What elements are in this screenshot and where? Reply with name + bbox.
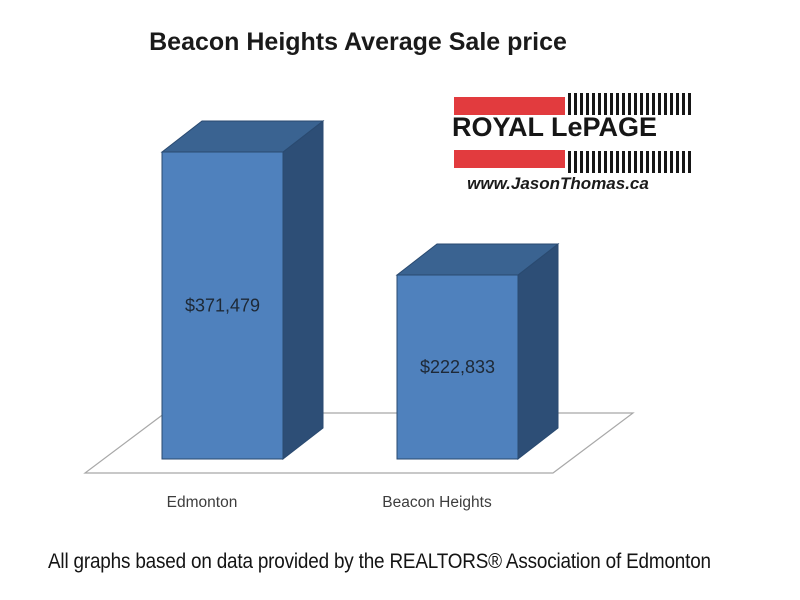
royal-lepage-logo: ROYAL LePAGE www.JasonThomas.ca [440, 90, 696, 202]
logo-red-bar-top [454, 97, 565, 115]
bar-chart: $371,479 Edmonton $222,833 Beacon Heights [83, 119, 635, 511]
logo-stripes-top-icon [568, 93, 692, 115]
logo-stripes-bottom-icon [568, 151, 692, 173]
logo-website-url: www.JasonThomas.ca [467, 174, 649, 193]
bar-edmonton-side-face [282, 119, 324, 461]
bar-edmonton [161, 151, 284, 460]
bar-beacon-heights [396, 274, 519, 460]
logo-red-bar-bottom [454, 150, 565, 168]
category-label-edmonton: Edmonton [167, 494, 238, 511]
logo-brand-text: ROYAL LePAGE [452, 112, 658, 142]
value-label-edmonton: $371,479 [185, 296, 260, 316]
value-label-beacon-heights: $222,833 [420, 357, 495, 377]
chart-title: Beacon Heights Average Sale price [149, 28, 567, 56]
bar-beacon-heights-side-face [517, 242, 559, 461]
category-label-beacon-heights: Beacon Heights [382, 494, 492, 511]
footer-disclaimer: All graphs based on data provided by the… [48, 550, 711, 573]
